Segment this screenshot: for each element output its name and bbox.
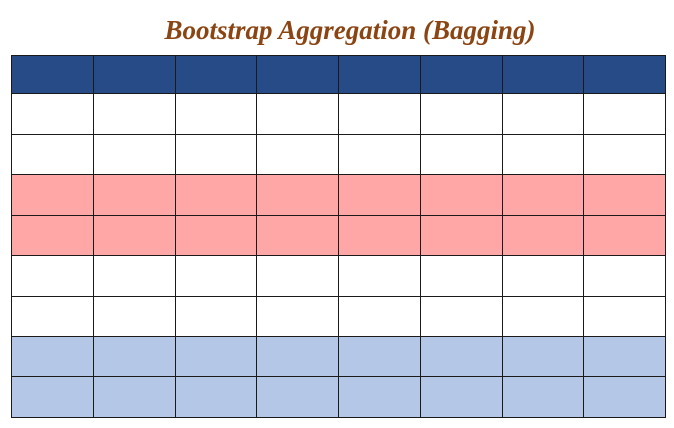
grid-row-highlight-blue [11,336,666,378]
grid-cell [256,336,339,378]
grid-cell [338,255,421,297]
grid-cell [501,133,585,176]
bagging-grid [11,54,666,418]
grid-cell [174,214,258,257]
grid-cell [583,214,666,257]
grid-cell [174,174,258,216]
grid-cell [256,376,339,418]
grid-cell [338,93,421,135]
grid-cell [583,376,666,418]
grid-cell [419,174,503,216]
grid-cell [338,174,421,216]
grid-cell [338,54,421,95]
grid-cell [174,295,258,338]
grid-cell [583,133,666,176]
grid-cell [338,336,421,378]
grid-cell [501,336,585,378]
diagram-title: Bootstrap Aggregation (Bagging) [164,15,536,45]
grid-cell [174,54,258,95]
grid-cell [174,133,258,176]
grid-cell [501,376,585,418]
grid-cell [174,93,258,135]
grid-cell [92,255,176,297]
grid-row-blank [11,255,666,297]
grid-cell [583,255,666,297]
grid-cell [419,54,503,95]
grid-cell [419,295,503,338]
grid-cell [256,133,339,176]
grid-cell [11,336,94,378]
grid-cell [256,295,339,338]
grid-row-highlight-red [11,174,666,216]
grid-cell [419,93,503,135]
grid-cell [174,255,258,297]
grid-cell [419,214,503,257]
grid-cell [256,174,339,216]
grid-body [11,54,666,418]
grid-header-row [11,54,666,95]
grid-cell [583,54,666,95]
grid-table [11,54,666,418]
grid-cell [338,133,421,176]
grid-cell [419,255,503,297]
grid-cell [583,93,666,135]
grid-cell [338,214,421,257]
grid-cell [174,336,258,378]
grid-cell [92,54,176,95]
grid-cell [11,255,94,297]
grid-row-blank [11,93,666,135]
grid-cell [92,133,176,176]
grid-cell [501,54,585,95]
grid-cell [256,255,339,297]
grid-cell [583,174,666,216]
grid-cell [92,214,176,257]
grid-row-highlight-red [11,214,666,257]
grid-cell [419,133,503,176]
grid-cell [92,336,176,378]
grid-cell [11,214,94,257]
grid-row-blank [11,295,666,338]
grid-cell [583,295,666,338]
grid-cell [11,376,94,418]
grid-cell [174,376,258,418]
grid-cell [419,376,503,418]
grid-cell [501,255,585,297]
grid-cell [501,295,585,338]
grid-cell [583,336,666,378]
grid-cell [92,376,176,418]
grid-cell [92,93,176,135]
grid-cell [11,54,94,95]
grid-cell [338,376,421,418]
grid-cell [11,295,94,338]
grid-cell [419,336,503,378]
grid-cell [256,214,339,257]
grid-cell [501,214,585,257]
grid-cell [11,174,94,216]
grid-row-blank [11,133,666,176]
grid-cell [92,174,176,216]
grid-cell [256,93,339,135]
grid-cell [256,54,339,95]
grid-cell [501,93,585,135]
grid-cell [338,295,421,338]
grid-cell [501,174,585,216]
grid-cell [11,93,94,135]
grid-row-highlight-blue [11,376,666,418]
grid-cell [92,295,176,338]
grid-cell [11,133,94,176]
